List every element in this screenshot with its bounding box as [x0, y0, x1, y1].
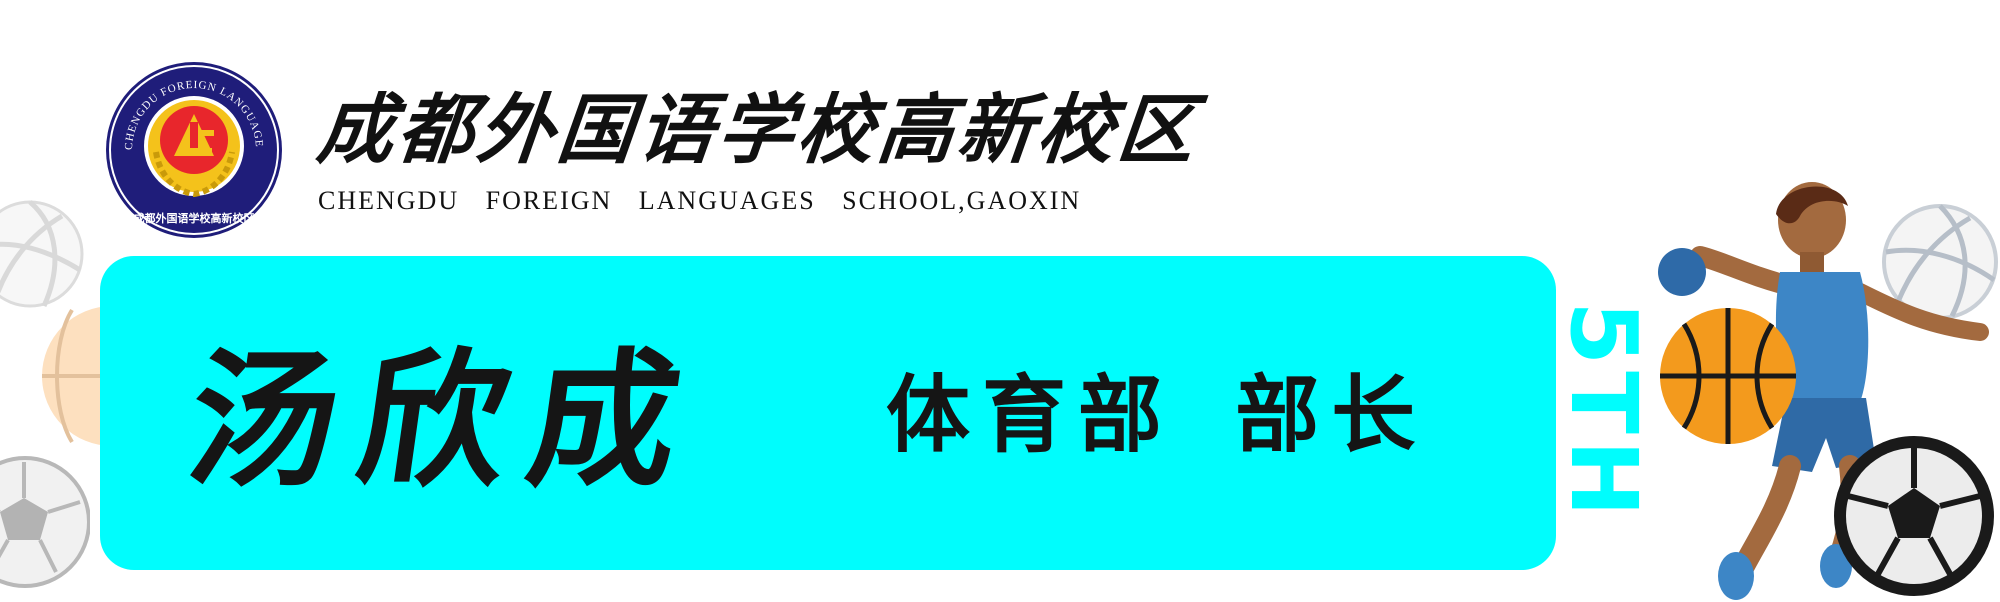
volleyball-icon	[0, 200, 84, 308]
school-emblem-icon: CHENGDU FOREIGN LANGUAGES SCHOOL,GAOXIN …	[104, 60, 282, 238]
school-name-english: CHENGDU FOREIGN LANGUAGES SCHOOL,GAOXIN	[318, 186, 1082, 215]
school-name-chinese: 成都外国语学校高新校区	[313, 85, 1203, 174]
edition-label: 5TH	[1562, 288, 1644, 536]
soccer-ball-icon	[0, 456, 90, 588]
name-banner	[100, 256, 1556, 570]
basketball-icon	[42, 306, 108, 446]
soccer-ball-icon	[1834, 436, 1994, 596]
athlete-figure-icon	[1658, 182, 1998, 600]
volleyball-icon	[1882, 204, 1998, 320]
person-name: 汤欣成	[177, 333, 713, 507]
basketball-icon	[1660, 308, 1796, 444]
emblem-inner-text: 成都外国语学校高新校区	[134, 211, 255, 225]
person-title: 体育部 部长	[886, 365, 1428, 464]
edition-label-text: 5TH	[1562, 301, 1644, 523]
